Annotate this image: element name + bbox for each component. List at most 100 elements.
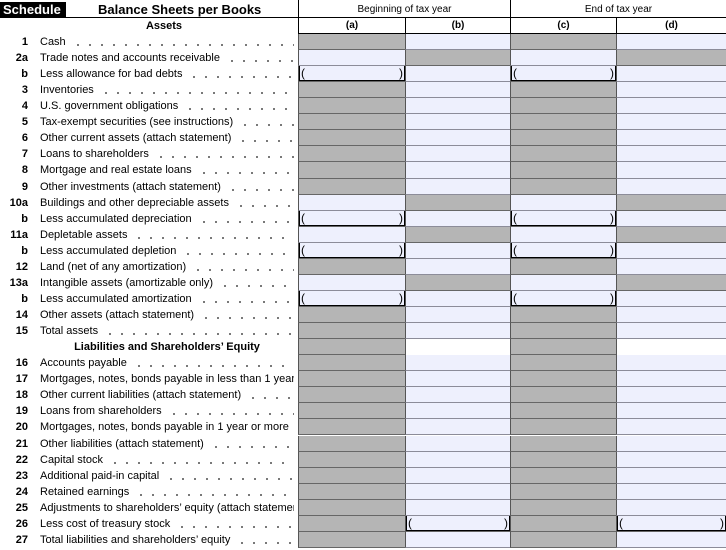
amount-field-d[interactable] (616, 34, 726, 51)
line-row: 27 Total liabilities and shareholders’ eq… (0, 531, 726, 548)
amount-field-b[interactable] (405, 114, 510, 131)
line-number: 24 (15, 485, 28, 498)
amount-field-a[interactable] (298, 50, 405, 67)
shaded-cell-a (298, 339, 405, 356)
amount-field-b[interactable] (405, 82, 510, 99)
amount-field-d[interactable] (616, 499, 726, 516)
paren-box (511, 210, 616, 226)
amount-field-c[interactable] (510, 274, 616, 291)
line-label: Mortgage and real estate loans (40, 162, 294, 179)
dot-leader (207, 435, 294, 452)
amount-field-d[interactable] (616, 467, 726, 484)
amount-field-b[interactable] (405, 98, 510, 115)
open-paren: ( (301, 242, 305, 257)
amount-field-d[interactable] (616, 178, 726, 195)
amount-field-b[interactable] (405, 66, 510, 83)
open-paren: ( (513, 290, 517, 305)
amount-field-d[interactable] (616, 82, 726, 99)
amount-field-a[interactable]: () (298, 290, 405, 307)
amount-field-b[interactable] (405, 130, 510, 147)
amount-field-a[interactable] (298, 226, 405, 243)
assets-heading: Assets (145, 20, 183, 32)
amount-field-d[interactable] (616, 290, 726, 307)
amount-field-c[interactable]: () (510, 66, 616, 83)
amount-field-d[interactable] (616, 66, 726, 83)
amount-field-b[interactable] (405, 258, 510, 275)
line-number: b (21, 292, 28, 305)
shaded-cell-c (510, 403, 616, 420)
amount-field-d[interactable] (616, 419, 726, 436)
dot-leader (195, 290, 294, 307)
amount-field-d[interactable] (616, 387, 726, 404)
amount-field-c[interactable] (510, 226, 616, 243)
amount-field-c[interactable] (510, 194, 616, 211)
line-row: 23 Additional paid-in capital (0, 467, 726, 484)
amount-field-c[interactable]: () (510, 210, 616, 227)
amount-field-a[interactable]: () (298, 242, 405, 259)
amount-field-b[interactable] (405, 419, 510, 436)
amount-field-d[interactable] (616, 355, 726, 372)
shaded-cell-c (510, 499, 616, 516)
amount-field-b[interactable] (405, 467, 510, 484)
amount-field-d[interactable] (616, 323, 726, 340)
amount-field-b[interactable]: () (405, 515, 510, 532)
amount-field-d[interactable] (616, 483, 726, 500)
line-row: 6 Other current assets (attach statement) (0, 130, 726, 147)
shaded-cell-a (298, 82, 405, 99)
line-row: b Less accumulated amortization()() (0, 290, 726, 307)
amount-field-b[interactable] (405, 531, 510, 548)
dot-leader (182, 98, 294, 115)
shaded-cell-c (510, 483, 616, 500)
amount-field-b[interactable] (405, 435, 510, 452)
amount-field-b[interactable] (405, 34, 510, 51)
amount-field-d[interactable] (616, 531, 726, 548)
amount-field-b[interactable] (405, 451, 510, 468)
amount-field-b[interactable] (405, 242, 510, 259)
amount-field-a[interactable]: () (298, 210, 405, 227)
amount-field-d[interactable] (616, 403, 726, 420)
amount-field-b[interactable] (405, 371, 510, 388)
line-row: 3 Inventories (0, 82, 726, 99)
amount-field-b[interactable] (405, 210, 510, 227)
amount-field-b[interactable] (405, 178, 510, 195)
amount-field-b[interactable] (405, 290, 510, 307)
label-text: Inventories (40, 84, 94, 97)
amount-field-d[interactable] (616, 130, 726, 147)
amount-field-d[interactable] (616, 242, 726, 259)
amount-field-b[interactable] (405, 323, 510, 340)
line-row: 25 Adjustments to shareholders’ equity (a… (0, 499, 726, 516)
line-label: Other assets (attach statement) (40, 307, 294, 324)
amount-field-d[interactable] (616, 258, 726, 275)
line-label: Other current liabilities (attach statem… (40, 387, 294, 404)
amount-field-c[interactable]: () (510, 242, 616, 259)
amount-field-b[interactable] (405, 355, 510, 372)
amount-field-b[interactable] (405, 499, 510, 516)
amount-field-b[interactable] (405, 403, 510, 420)
amount-field-c[interactable]: () (510, 290, 616, 307)
amount-field-b[interactable] (405, 483, 510, 500)
line-number: 9 (21, 180, 28, 193)
line-label: U.S. government obligations (40, 98, 294, 115)
amount-field-d[interactable] (616, 451, 726, 468)
amount-field-d[interactable] (616, 98, 726, 115)
amount-field-a[interactable]: () (298, 66, 405, 83)
amount-field-b[interactable] (405, 387, 510, 404)
amount-field-b[interactable] (405, 146, 510, 163)
label-text: Cash (40, 36, 66, 48)
amount-field-d[interactable] (616, 371, 726, 388)
amount-field-d[interactable] (616, 114, 726, 131)
amount-field-d[interactable] (616, 146, 726, 163)
amount-field-d[interactable]: () (616, 515, 726, 532)
paren-box (617, 515, 726, 531)
amount-field-d[interactable] (616, 210, 726, 227)
amount-field-a[interactable] (298, 274, 405, 291)
label-text: Adjustments to shareholders’ equity (att… (40, 501, 294, 514)
amount-field-d[interactable] (616, 435, 726, 452)
amount-field-d[interactable] (616, 162, 726, 179)
amount-field-b[interactable] (405, 307, 510, 324)
amount-field-b[interactable] (405, 162, 510, 179)
amount-field-c[interactable] (510, 50, 616, 67)
amount-field-a[interactable] (298, 194, 405, 211)
amount-field-d[interactable] (616, 307, 726, 324)
dot-leader (130, 355, 294, 372)
